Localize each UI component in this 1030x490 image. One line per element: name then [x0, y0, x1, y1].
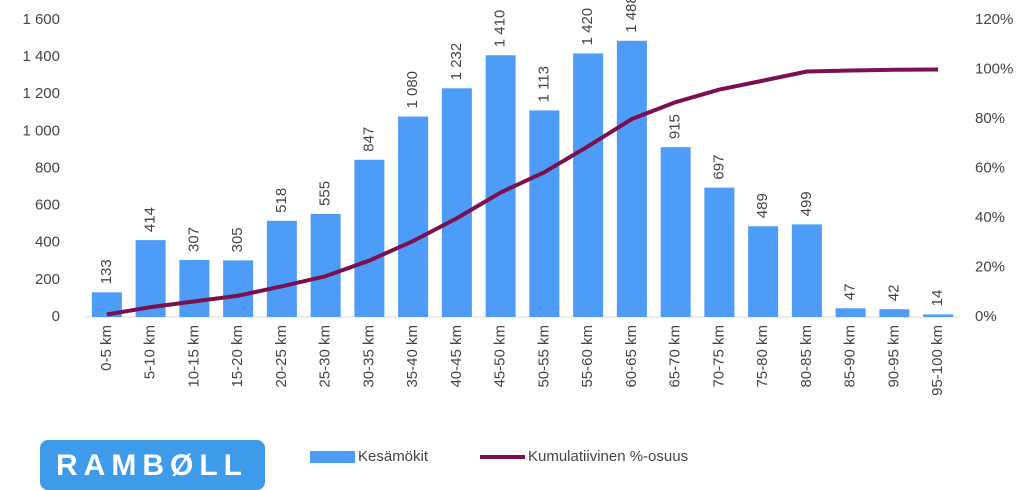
value-label: 915: [667, 114, 684, 139]
value-label: 518: [273, 188, 290, 213]
y-tick-label: 0: [52, 308, 60, 325]
y2-tick-label: 120%: [975, 11, 1013, 28]
x-tick-label: 85-90 km: [842, 325, 859, 388]
bar: [354, 159, 385, 317]
value-label: 14: [929, 290, 946, 307]
x-tick-label: 35-40 km: [404, 325, 421, 388]
x-tick-label: 40-45 km: [448, 325, 465, 388]
value-label: 1 113: [535, 66, 552, 102]
x-tick-label: 60-65 km: [623, 325, 640, 388]
x-tick-label: 80-85 km: [798, 325, 815, 388]
bar: [835, 308, 866, 317]
x-tick-label: 55-60 km: [579, 325, 596, 388]
bar: [398, 116, 429, 318]
value-label: 555: [317, 181, 334, 206]
y2-tick-label: 20%: [975, 258, 1005, 275]
value-label: 1 488: [623, 0, 640, 33]
y2-tick-label: 0%: [975, 308, 997, 325]
y-tick-label: 800: [35, 159, 60, 176]
bar: [179, 260, 210, 317]
bar: [310, 213, 341, 317]
value-label: 1 410: [492, 10, 509, 48]
x-tick-label: 15-20 km: [229, 325, 246, 388]
y-tick-label: 1 000: [22, 122, 60, 139]
x-tick-label: 95-100 km: [929, 325, 946, 396]
value-label: 489: [754, 193, 771, 218]
y-tick-label: 1 200: [22, 85, 60, 102]
y2-tick-label: 40%: [975, 209, 1005, 226]
y2-tick-label: 80%: [975, 110, 1005, 127]
bar: [879, 309, 910, 317]
value-label: 307: [185, 227, 202, 252]
legend-label: Kesämökit: [358, 448, 429, 465]
value-label: 47: [842, 284, 859, 301]
y-tick-label: 200: [35, 271, 60, 288]
legend-swatch: [310, 451, 355, 463]
x-tick-label: 70-75 km: [710, 325, 727, 388]
y-tick-label: 400: [35, 234, 60, 251]
bar: [704, 187, 735, 317]
value-label: 1 080: [404, 71, 421, 109]
x-tick-label: 90-95 km: [885, 325, 902, 388]
y-tick-label: 600: [35, 197, 60, 214]
bar: [923, 314, 954, 317]
logo-box: [40, 440, 265, 490]
y2-tick-label: 100%: [975, 60, 1013, 77]
value-label: 414: [142, 207, 159, 232]
x-tick-label: 50-55 km: [535, 325, 552, 388]
line: [106, 67, 939, 317]
logo: RAMBØLL: [40, 440, 265, 490]
x-tick-label: 30-35 km: [360, 325, 377, 388]
bar: [266, 220, 297, 317]
bar: [748, 226, 779, 317]
y2-tick-label: 60%: [975, 159, 1005, 176]
value-label: 305: [229, 227, 246, 252]
value-label: 697: [710, 155, 727, 180]
x-tick-label: 5-10 km: [142, 325, 159, 379]
legend-label: Kumulatiivinen %-osuus: [528, 448, 688, 465]
bar: [223, 260, 254, 317]
bar: [573, 53, 604, 317]
x-tick-label: 0-5 km: [98, 325, 115, 371]
value-label: 42: [885, 285, 902, 302]
x-tick-label: 25-30 km: [317, 325, 334, 388]
value-label: 1 420: [579, 8, 596, 46]
value-label: 1 232: [448, 43, 465, 81]
value-label: 133: [98, 259, 115, 284]
value-label: 847: [360, 127, 377, 152]
x-tick-label: 20-25 km: [273, 325, 290, 388]
x-tick-label: 75-80 km: [754, 325, 771, 388]
x-tick-label: 65-70 km: [667, 325, 684, 388]
value-label: 499: [798, 191, 815, 216]
logo-text: RAMBØLL: [56, 449, 248, 482]
bar: [441, 88, 472, 317]
x-tick-label: 45-50 km: [492, 325, 509, 388]
bar: [791, 224, 822, 317]
bar: [616, 40, 647, 317]
y-tick-label: 1 400: [22, 48, 60, 65]
bar: [529, 110, 560, 317]
bar: [660, 147, 691, 317]
y-tick-label: 1 600: [22, 11, 60, 28]
x-tick-label: 10-15 km: [185, 325, 202, 388]
